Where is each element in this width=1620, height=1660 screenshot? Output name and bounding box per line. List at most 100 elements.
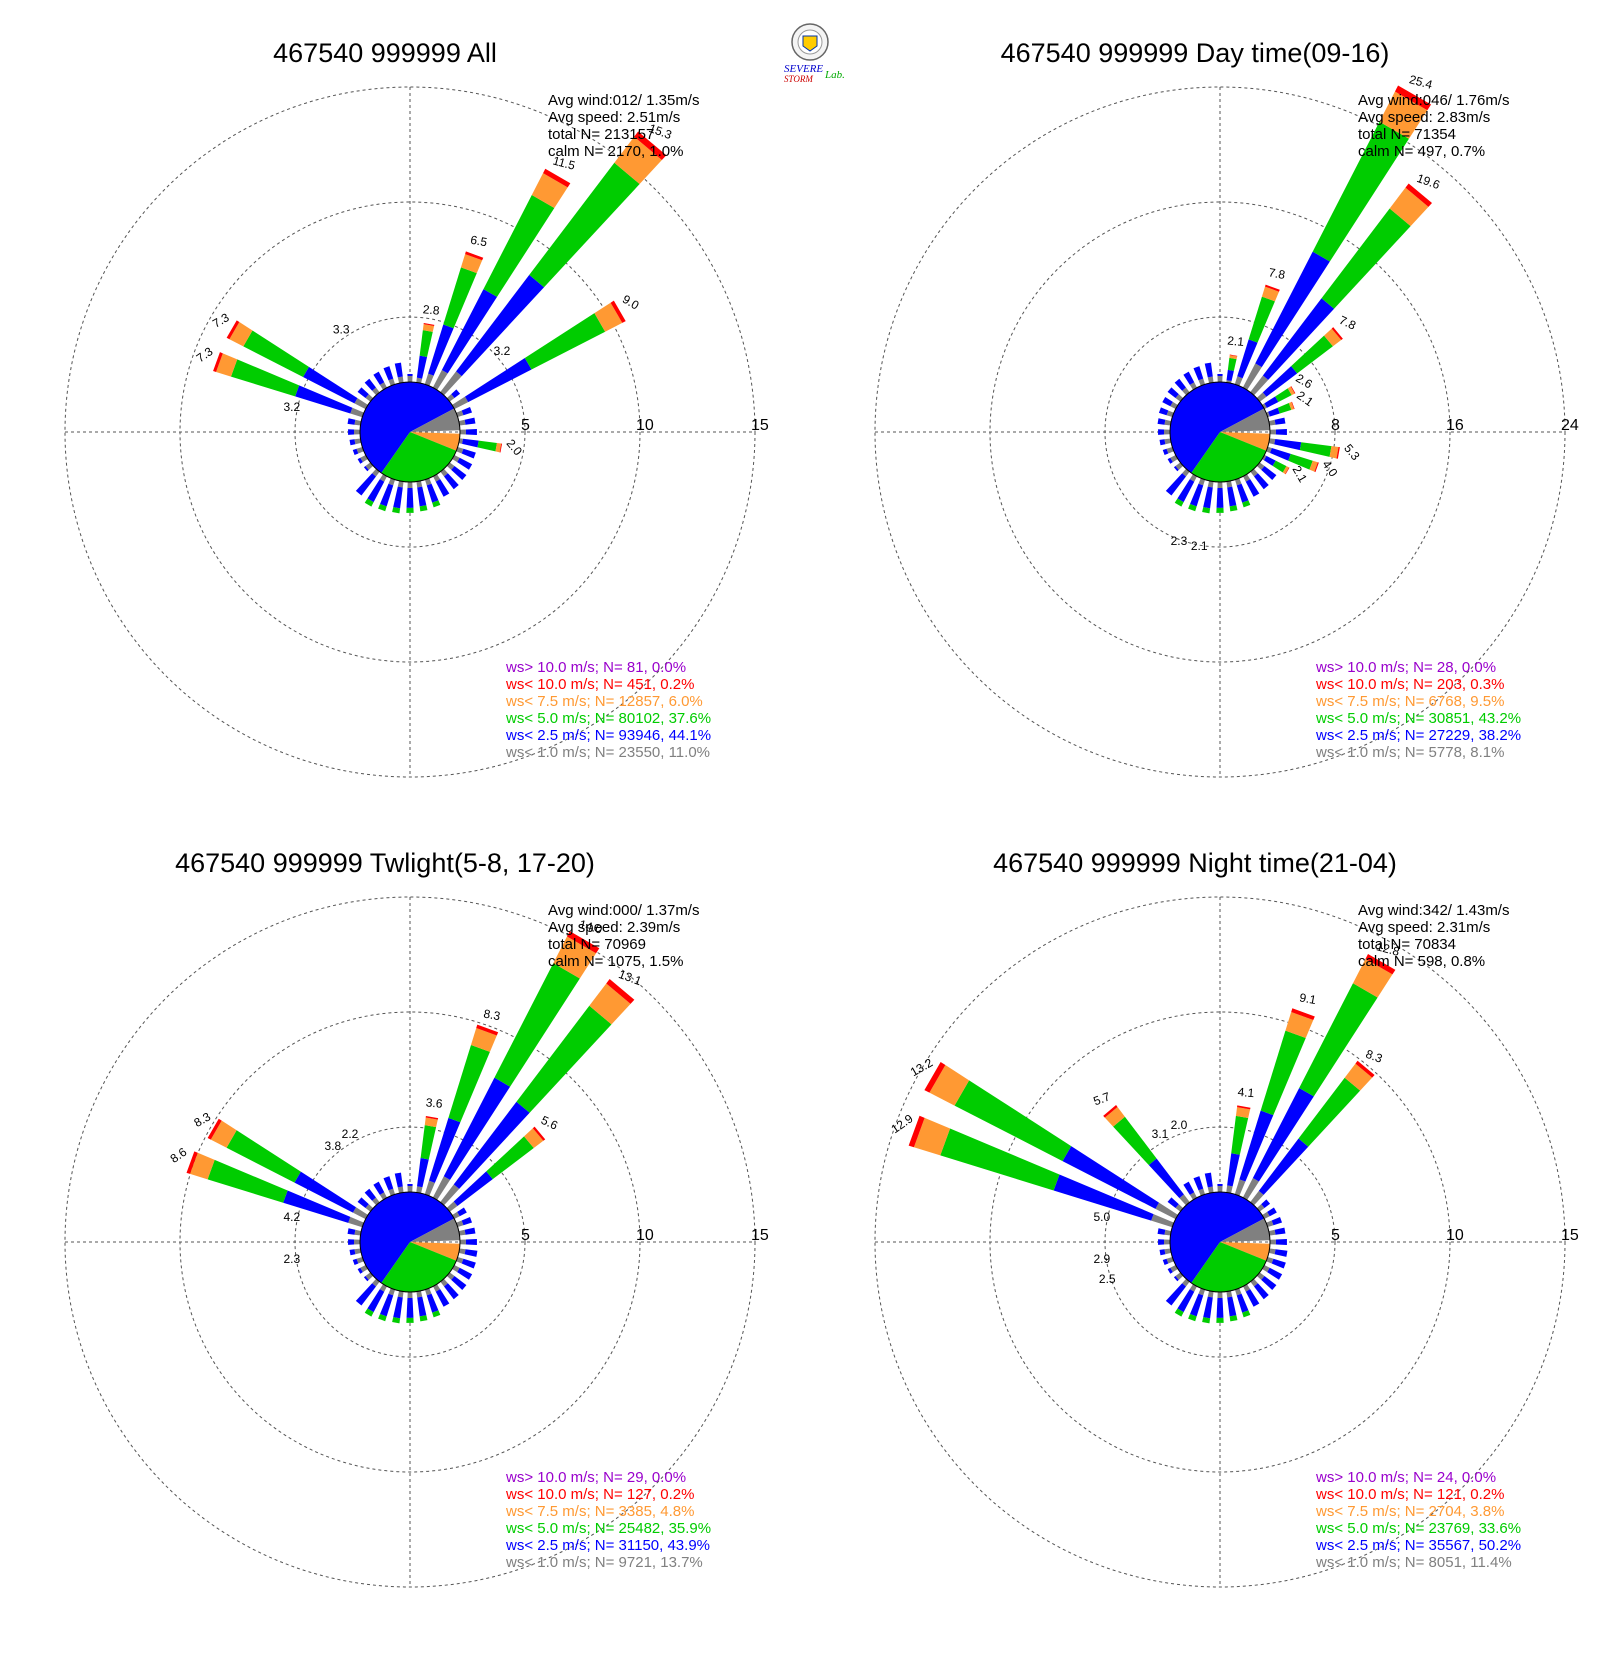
bar-segment-orange	[1329, 446, 1339, 459]
bar-segment-green	[1229, 1315, 1238, 1322]
bar-segment-blue	[383, 1176, 394, 1191]
bar-segment-blue	[464, 417, 476, 425]
ring-label: 15	[1561, 1227, 1579, 1244]
bar-segment-green	[392, 1317, 401, 1324]
legend-entry: ws> 10.0 m/s; N= 29, 0.0%	[505, 1469, 686, 1486]
bar-segment-orange	[929, 1065, 970, 1106]
bar-segment-blue	[406, 487, 414, 508]
bar-segment-calm	[379, 382, 387, 390]
bar-segment-calm	[452, 455, 460, 463]
bar-segment-red	[1355, 1060, 1375, 1078]
bar-segment-blue	[357, 457, 363, 464]
pie-slice-orange	[1220, 1242, 1270, 1261]
bar-segment-blue	[1236, 483, 1249, 503]
bar-value-label: 2.1	[1227, 334, 1245, 349]
bar-segment-blue	[355, 473, 376, 496]
bar-segment-green	[1242, 500, 1251, 508]
bar-segment-green	[1275, 388, 1292, 402]
bar-segment-blue	[383, 366, 394, 381]
bar-value-label: 5.6	[539, 1113, 560, 1133]
bar-segment-calm	[354, 1248, 362, 1255]
bar-segment-red	[610, 300, 626, 323]
bar-segment-orange	[1344, 1063, 1373, 1091]
bar-segment-calm	[1234, 478, 1242, 486]
bar-value-label: 9.0	[620, 292, 642, 313]
bar-segment-blue	[1159, 1249, 1166, 1256]
bar-segment-blue	[1204, 362, 1213, 378]
bar-segment-blue	[349, 1249, 356, 1256]
grid-ring	[874, 86, 1566, 778]
bar-segment-blue	[465, 1238, 477, 1246]
bar-value-label: 2.3	[283, 1252, 300, 1266]
bar-segment-calm	[1226, 1290, 1233, 1298]
legend-entry: ws< 2.5 m/s; N= 35567, 50.2%	[1315, 1537, 1521, 1554]
bar-segment-orange	[470, 1028, 497, 1052]
bar-segment-calm	[360, 1265, 368, 1273]
stat-avg-wind: Avg wind:342/ 1.43m/s	[1358, 902, 1509, 919]
bar-value-label: 3.8	[325, 1139, 342, 1153]
bar-segment-blue	[451, 1276, 467, 1291]
bar-segment-green	[516, 1005, 612, 1113]
bar-segment-orange	[460, 254, 483, 274]
ring-label: 8	[1331, 417, 1340, 434]
pie-outline	[359, 381, 461, 483]
stat-avg-wind: Avg wind:046/ 1.76m/s	[1358, 92, 1509, 109]
pie-slice-blue	[1170, 382, 1220, 473]
bar-segment-calm	[1198, 378, 1206, 386]
bar-segment-red	[543, 168, 571, 188]
stat-total: total N= 71354	[1358, 126, 1456, 143]
ring-label: 16	[1446, 417, 1464, 434]
bar-segment-blue	[417, 1158, 429, 1188]
bar-segment-blue	[1148, 1158, 1184, 1199]
bar-segment-green	[1227, 357, 1237, 371]
bar-segment-calm	[424, 1180, 435, 1196]
bar-segment-calm	[432, 370, 448, 390]
bar-segment-calm	[407, 481, 413, 488]
bar-segment-calm	[352, 1207, 368, 1220]
bar-segment-blue	[355, 1283, 376, 1306]
bar-segment-green	[406, 1317, 414, 1323]
bar-segment-blue	[444, 473, 459, 490]
bar-segment-blue	[393, 486, 403, 509]
bar-segment-calm	[459, 1239, 466, 1245]
bar-segment-blue	[294, 1171, 357, 1213]
direction-bars	[1157, 85, 1433, 514]
bar-segment-blue	[1216, 487, 1224, 508]
bar-segment-blue	[394, 1172, 403, 1188]
bar-segment-calm	[1151, 1214, 1174, 1228]
pie-slice-blue	[1220, 382, 1265, 432]
bar-segment-blue	[1158, 407, 1169, 416]
speed-legend: ws> 10.0 m/s; N= 29, 0.0%ws< 10.0 m/s; N…	[505, 1469, 711, 1571]
bar-segment-blue	[283, 1190, 351, 1223]
stat-calm: calm N= 1075, 1.5%	[548, 953, 684, 970]
bar-segment-calm	[1198, 1188, 1206, 1196]
bar-segment-green	[1216, 1317, 1224, 1323]
bar-segment-blue	[1217, 374, 1223, 377]
windrose-panel-day: 467540 999999 Day time(09-16) 8 16 24 2.1 7.8…	[810, 0, 1620, 810]
bar-segment-blue	[1263, 455, 1276, 466]
bar-segment-green	[1202, 507, 1211, 514]
bar-segment-orange	[1104, 1107, 1125, 1127]
ring-label: 10	[636, 417, 654, 434]
bar-segment-blue	[426, 1293, 439, 1313]
bar-segment-blue	[461, 448, 476, 459]
bar-segment-green	[406, 507, 414, 513]
bar-segment-calm	[1242, 363, 1262, 390]
legend-entry: ws< 5.0 m/s; N= 23769, 33.6%	[1315, 1520, 1521, 1537]
bar-segment-green	[364, 498, 374, 507]
bar-segment-blue	[1236, 1293, 1249, 1313]
bar-segment-calm	[1234, 1179, 1246, 1196]
direction-bars	[908, 954, 1396, 1324]
bar-segment-calm	[354, 1239, 361, 1245]
bar-segment-blue	[1177, 479, 1195, 503]
bar-segment-orange	[589, 983, 631, 1025]
bar-segment-calm	[1217, 1291, 1223, 1298]
legend-entry: ws< 1.0 m/s; N= 9721, 13.7%	[505, 1554, 703, 1571]
bar-segment-calm	[1242, 1178, 1259, 1200]
bar-segment-calm	[1164, 419, 1172, 426]
bar-value-label: 5.0	[1093, 1210, 1110, 1224]
bar-segment-blue	[1204, 1172, 1213, 1188]
bar-segment-blue	[462, 438, 479, 448]
bar-segment-blue	[1157, 1228, 1166, 1235]
